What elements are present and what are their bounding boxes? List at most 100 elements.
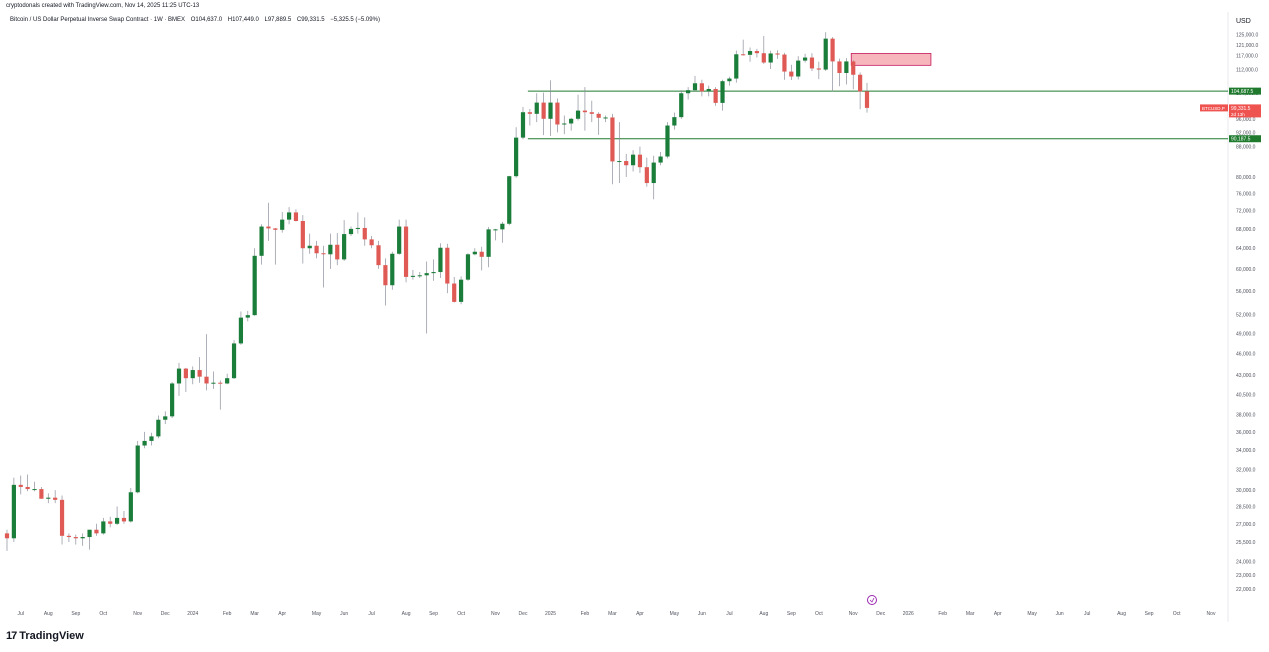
candle	[830, 37, 835, 92]
time-tick-label: May	[1027, 611, 1037, 617]
candle	[4, 529, 10, 551]
candle-body	[431, 272, 436, 274]
currency-label[interactable]: USD	[1236, 18, 1251, 25]
candle	[465, 253, 471, 281]
candle-body	[273, 228, 278, 230]
candle	[816, 61, 821, 80]
candle	[376, 240, 381, 269]
candle	[844, 58, 849, 85]
candle-body	[617, 161, 622, 163]
candle-body	[851, 61, 856, 75]
candle-body	[73, 537, 78, 539]
candle-body	[231, 343, 237, 379]
candle-body	[452, 283, 457, 302]
symbol-title[interactable]: Bitcoin / US Dollar Perpetual Inverse Sw…	[10, 17, 186, 23]
candle-body	[816, 68, 821, 70]
candle	[493, 228, 498, 241]
candle-body	[397, 226, 402, 254]
time-tick-label: Nov	[491, 611, 500, 617]
price-tick-label: 28,500.0	[1236, 505, 1256, 511]
candle-body	[18, 484, 23, 487]
candle-body	[603, 117, 608, 119]
candle	[286, 207, 292, 225]
candle	[837, 58, 842, 87]
price-axis[interactable]: 125,000.0121,000.0117,000.0112,000.0104,…	[1236, 33, 1258, 594]
price-tick-label: 49,000.0	[1236, 331, 1256, 337]
candle	[851, 60, 856, 90]
legend-change: −5,325.5 (−5.09%)	[330, 17, 380, 23]
candle-body	[458, 279, 464, 302]
time-tick-label: Mar	[966, 611, 975, 617]
price-tick-label: 60,000.0	[1236, 267, 1256, 273]
price-tick-label: 32,000.0	[1236, 468, 1256, 474]
candle	[266, 202, 271, 241]
time-tick-label: Dec	[876, 611, 885, 617]
resistance-zone-layer	[850, 53, 932, 66]
candle	[204, 334, 209, 391]
candle-body	[775, 53, 780, 55]
candle	[796, 56, 801, 80]
level-tag-label-1: 90,187.5	[1231, 137, 1251, 143]
candle-body	[465, 254, 471, 280]
candle-body	[651, 162, 656, 184]
candle-body	[610, 117, 615, 162]
time-tick-label: Nov	[1207, 611, 1216, 617]
candle-body	[582, 110, 588, 113]
candle-body	[11, 484, 16, 539]
time-tick-label: Dec	[519, 611, 528, 617]
candle	[692, 75, 698, 92]
candle-body	[293, 212, 299, 222]
candle	[672, 112, 677, 130]
candle	[699, 79, 704, 97]
candle-body	[335, 244, 340, 260]
time-tick-label: Aug	[402, 611, 411, 617]
goto-realtime-icon[interactable]	[867, 595, 877, 605]
candle-body	[720, 81, 725, 103]
candle	[101, 517, 106, 535]
time-tick-label: Feb	[581, 611, 590, 617]
candle-body	[486, 229, 491, 257]
level-tag-label-0: 104,687.5	[1231, 89, 1253, 95]
candle-body	[624, 161, 629, 166]
candle-body	[4, 533, 10, 539]
candle	[342, 220, 347, 261]
price-tick-label: 76,000.0	[1236, 191, 1256, 197]
candle	[802, 53, 808, 63]
candle-body	[761, 53, 766, 63]
candle	[500, 221, 505, 243]
candle	[211, 371, 216, 389]
candle-body	[259, 226, 264, 256]
candle	[238, 311, 244, 345]
candle	[644, 157, 649, 187]
candle	[231, 340, 237, 379]
time-axis[interactable]: Jul Aug Sep Oct Nov Dec 2024 Feb Mar Apr May Jun Jul…	[18, 611, 1216, 617]
candle-body	[142, 440, 147, 446]
candle	[218, 380, 223, 410]
candle	[280, 211, 285, 233]
candle-body	[314, 245, 319, 254]
price-tick-label: 30,000.0	[1236, 488, 1256, 494]
time-tick-label: Nov	[849, 611, 858, 617]
candle-body	[197, 370, 202, 377]
legend-close: C99,331.5	[296, 17, 325, 23]
price-tick-label: 117,000.0	[1236, 54, 1258, 60]
candle	[59, 495, 65, 545]
candle-body	[170, 383, 175, 417]
resistance-zone[interactable]	[850, 53, 932, 66]
candle	[397, 219, 402, 255]
time-tick-label: Aug	[44, 611, 53, 617]
candle-body	[686, 90, 691, 94]
price-tick-label: 112,000.0	[1236, 68, 1258, 74]
candle-body	[692, 83, 698, 91]
tradingview-logo: 17 TradingView	[6, 630, 84, 642]
candle-body	[59, 499, 65, 536]
candle	[348, 226, 354, 237]
candle	[665, 122, 670, 159]
candle-body	[266, 226, 271, 229]
candle-body	[699, 83, 704, 92]
candle	[514, 127, 519, 178]
candle	[431, 259, 436, 281]
candle-body	[108, 521, 113, 524]
candle	[300, 215, 305, 264]
